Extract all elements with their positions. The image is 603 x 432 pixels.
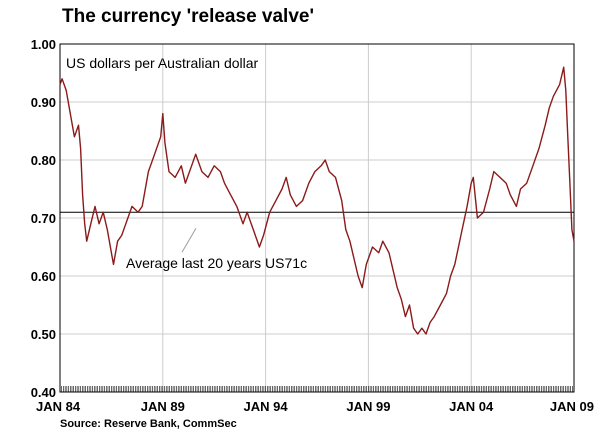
x-tick-label: JAN 94 <box>244 399 289 414</box>
series-line-audusd <box>59 66 575 335</box>
y-tick-label: 0.90 <box>31 95 56 110</box>
x-tick-label: JAN 89 <box>141 399 185 414</box>
average-label-leader <box>181 227 197 253</box>
chart-title: The currency 'release valve' <box>62 6 314 27</box>
x-tick-label: JAN 84 <box>36 399 81 414</box>
source-note: Source: Reserve Bank, CommSec <box>60 418 237 430</box>
y-tick-label: 0.70 <box>31 211 56 226</box>
y-tick-label: 0.80 <box>31 153 56 168</box>
y-axis-label: US dollars per Australian dollar <box>66 55 259 71</box>
grid-layer <box>60 44 574 392</box>
y-tick-label: 0.40 <box>31 385 56 400</box>
y-tick-label: 1.00 <box>31 37 56 52</box>
y-tick-label: 0.60 <box>31 269 56 284</box>
average-reference-label: Average last 20 years US71c <box>126 255 307 271</box>
y-tick-label: 0.50 <box>31 327 56 342</box>
x-tick-label: JAN 99 <box>346 399 390 414</box>
x-tick-label: JAN 04 <box>449 399 494 414</box>
x-tick-label: JAN 09 <box>550 399 594 414</box>
